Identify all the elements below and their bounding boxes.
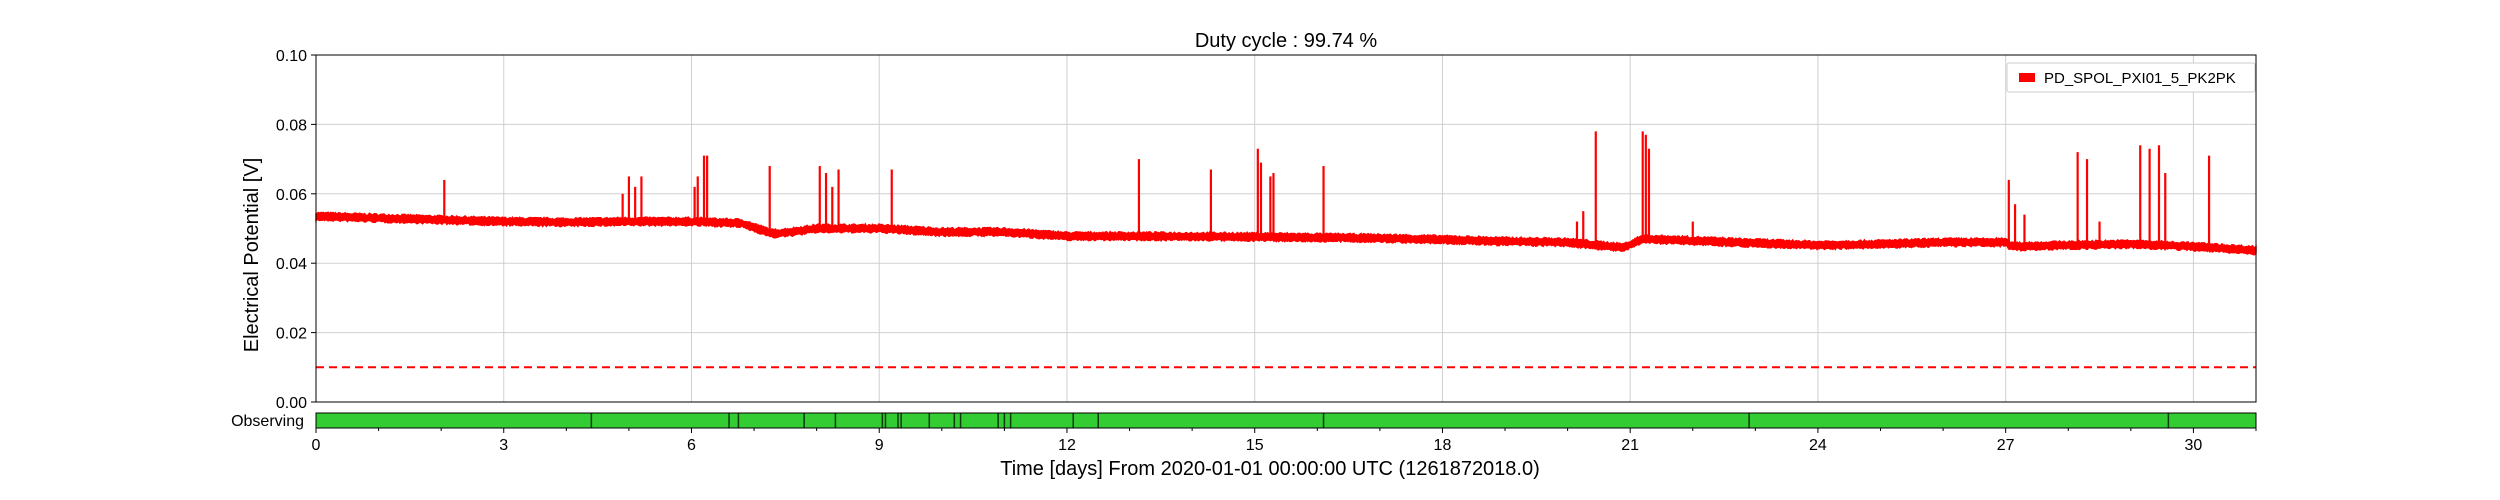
x-tick-label: 3 xyxy=(499,437,508,454)
x-tick-label: 18 xyxy=(1434,437,1452,454)
x-tick-label: 9 xyxy=(875,437,884,454)
chart-title: Duty cycle : 99.74 % xyxy=(1195,30,1378,52)
y-tick-label: 0.02 xyxy=(276,326,307,343)
grid xyxy=(315,54,2256,403)
legend-swatch xyxy=(2019,73,2035,82)
axes: 0 3 6 9 12 15 18 21 24 27 30 0.00 0.02 0.04 0.06 0.08 0.… xyxy=(276,48,2257,454)
segment-fill xyxy=(316,413,2256,428)
y-tick-label: 0.06 xyxy=(276,187,307,204)
x-tick-label: 24 xyxy=(1809,437,1827,454)
y-tick-label: 0.00 xyxy=(276,395,307,412)
y-tick-label: 0.10 xyxy=(276,48,307,65)
legend: PD_SPOL_PXI01_5_PK2PK xyxy=(2006,62,2256,93)
x-tick-label: 12 xyxy=(1058,437,1076,454)
segment-bar xyxy=(315,412,2257,429)
x-axis-label: Time [days] From 2020-01-01 00:00:00 UTC… xyxy=(1000,458,1540,480)
legend-label: PD_SPOL_PXI01_5_PK2PK xyxy=(2044,70,2236,87)
x-tick-label: 27 xyxy=(1997,437,2015,454)
x-tick-label: 21 xyxy=(1621,437,1639,454)
segment-bar-label: Observing xyxy=(231,413,304,430)
x-tick-label: 30 xyxy=(2185,437,2203,454)
x-tick-label: 6 xyxy=(687,437,696,454)
plot-area xyxy=(316,55,2256,402)
x-tick-label: 15 xyxy=(1246,437,1264,454)
plot-frame xyxy=(315,54,2257,403)
legend-box xyxy=(2006,62,2256,93)
segment-frame xyxy=(315,412,2257,429)
y-tick-label: 0.04 xyxy=(276,256,307,273)
x-tick-label: 0 xyxy=(312,437,321,454)
y-axis-label: Electrical Potential [V] xyxy=(241,158,263,353)
y-tick-label: 0.08 xyxy=(276,117,307,134)
